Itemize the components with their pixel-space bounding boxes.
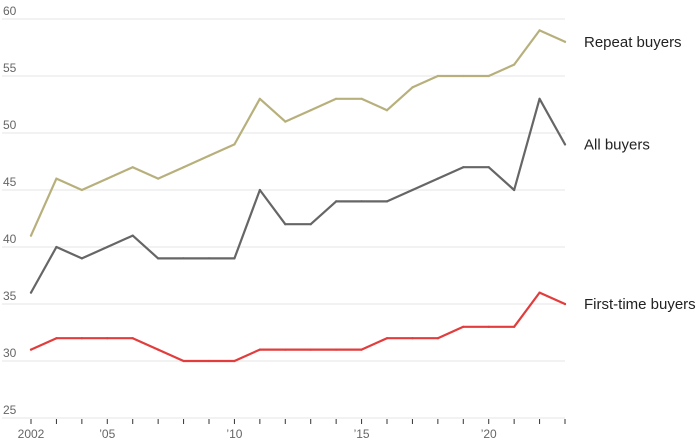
data-point-first-time-buyers <box>411 337 414 340</box>
data-point-repeat-buyers <box>233 143 236 146</box>
data-point-all-buyers <box>106 245 109 249</box>
data-point-first-time-buyers <box>131 337 134 340</box>
data-point-first-time-buyers <box>538 291 541 294</box>
data-point-repeat-buyers <box>157 177 160 180</box>
data-point-first-time-buyers <box>436 337 439 340</box>
data-point-all-buyers <box>360 200 363 203</box>
data-point-first-time-buyers <box>284 348 287 351</box>
data-point-repeat-buyers <box>55 177 58 180</box>
data-point-repeat-buyers <box>462 74 465 78</box>
data-point-repeat-buyers <box>29 234 33 237</box>
data-point-all-buyers <box>335 200 338 203</box>
data-point-all-buyers <box>462 166 465 169</box>
x-tick-label: ’10 <box>226 427 242 441</box>
data-point-all-buyers <box>538 97 541 100</box>
data-point-all-buyers <box>55 245 58 249</box>
data-point-all-buyers <box>80 257 83 260</box>
series-label-repeat-buyers: Repeat buyers <box>584 34 682 51</box>
data-point-all-buyers <box>513 188 516 192</box>
y-axis-tick-labels: 60 55 50 45 40 35 30 25 <box>3 4 17 417</box>
y-tick-label: 50 <box>3 118 17 132</box>
data-point-all-buyers <box>309 223 312 226</box>
data-point-all-buyers <box>29 291 33 294</box>
y-tick-label: 30 <box>3 346 17 360</box>
data-point-all-buyers <box>284 223 287 226</box>
data-point-first-time-buyers <box>513 325 516 328</box>
x-tick-label: ’15 <box>354 427 370 441</box>
series-line-all-buyers <box>29 97 567 294</box>
data-point-first-time-buyers <box>182 359 185 363</box>
data-point-repeat-buyers <box>360 97 363 100</box>
data-point-all-buyers <box>411 188 414 192</box>
y-tick-label: 55 <box>3 61 17 75</box>
data-point-repeat-buyers <box>80 188 83 192</box>
y-tick-label: 35 <box>3 289 17 303</box>
data-point-first-time-buyers <box>309 348 312 351</box>
data-point-first-time-buyers <box>563 302 567 306</box>
x-tick-label: ’20 <box>481 427 497 441</box>
series-label-all-buyers: All buyers <box>584 136 650 153</box>
series-labels: Repeat buyers All buyers First-time buyers <box>584 34 696 313</box>
data-point-repeat-buyers <box>207 154 211 157</box>
x-axis: 2002 ’05 ’10 ’15 ’20 <box>18 419 566 441</box>
y-tick-label: 60 <box>3 4 17 18</box>
data-point-repeat-buyers <box>385 109 389 112</box>
data-point-first-time-buyers <box>360 348 363 351</box>
data-point-repeat-buyers <box>258 97 261 100</box>
data-point-all-buyers <box>207 257 211 260</box>
data-point-repeat-buyers <box>538 29 541 32</box>
y-tick-label: 25 <box>3 403 17 417</box>
series-label-first-time-buyers: First-time buyers <box>584 296 696 313</box>
data-point-repeat-buyers <box>487 74 490 78</box>
data-point-repeat-buyers <box>182 166 185 169</box>
x-tick-label: ’05 <box>99 427 115 441</box>
data-point-all-buyers <box>233 257 236 260</box>
data-point-repeat-buyers <box>309 109 312 112</box>
data-point-repeat-buyers <box>436 74 439 78</box>
data-point-first-time-buyers <box>258 348 261 351</box>
data-point-all-buyers <box>258 188 261 192</box>
data-point-repeat-buyers <box>563 40 567 43</box>
data-point-repeat-buyers <box>411 86 414 89</box>
data-point-all-buyers <box>157 257 160 260</box>
data-point-first-time-buyers <box>106 337 109 340</box>
data-point-repeat-buyers <box>284 120 287 123</box>
data-point-first-time-buyers <box>55 337 58 340</box>
data-point-first-time-buyers <box>385 337 389 340</box>
data-point-all-buyers <box>131 234 134 237</box>
series-lines <box>29 29 567 363</box>
data-point-all-buyers <box>436 177 439 180</box>
data-point-first-time-buyers <box>335 348 338 351</box>
series-line-repeat-buyers <box>29 29 567 237</box>
data-point-all-buyers <box>487 166 490 169</box>
data-point-repeat-buyers <box>106 177 109 180</box>
gridlines <box>2 18 565 419</box>
data-point-repeat-buyers <box>513 63 516 66</box>
data-point-all-buyers <box>385 200 389 203</box>
x-tick-label: 2002 <box>18 427 45 441</box>
data-point-first-time-buyers <box>157 348 160 351</box>
data-point-first-time-buyers <box>29 348 33 351</box>
y-tick-label: 45 <box>3 175 17 189</box>
data-point-first-time-buyers <box>80 337 83 340</box>
data-point-first-time-buyers <box>207 359 211 363</box>
data-point-repeat-buyers <box>335 97 338 100</box>
y-tick-label: 40 <box>3 232 17 246</box>
data-point-first-time-buyers <box>233 359 236 363</box>
data-point-all-buyers <box>182 257 185 260</box>
data-point-repeat-buyers <box>131 166 134 169</box>
data-point-all-buyers <box>563 143 567 146</box>
data-point-first-time-buyers <box>487 325 490 328</box>
data-point-first-time-buyers <box>462 325 465 328</box>
series-line-first-time-buyers <box>29 291 567 363</box>
